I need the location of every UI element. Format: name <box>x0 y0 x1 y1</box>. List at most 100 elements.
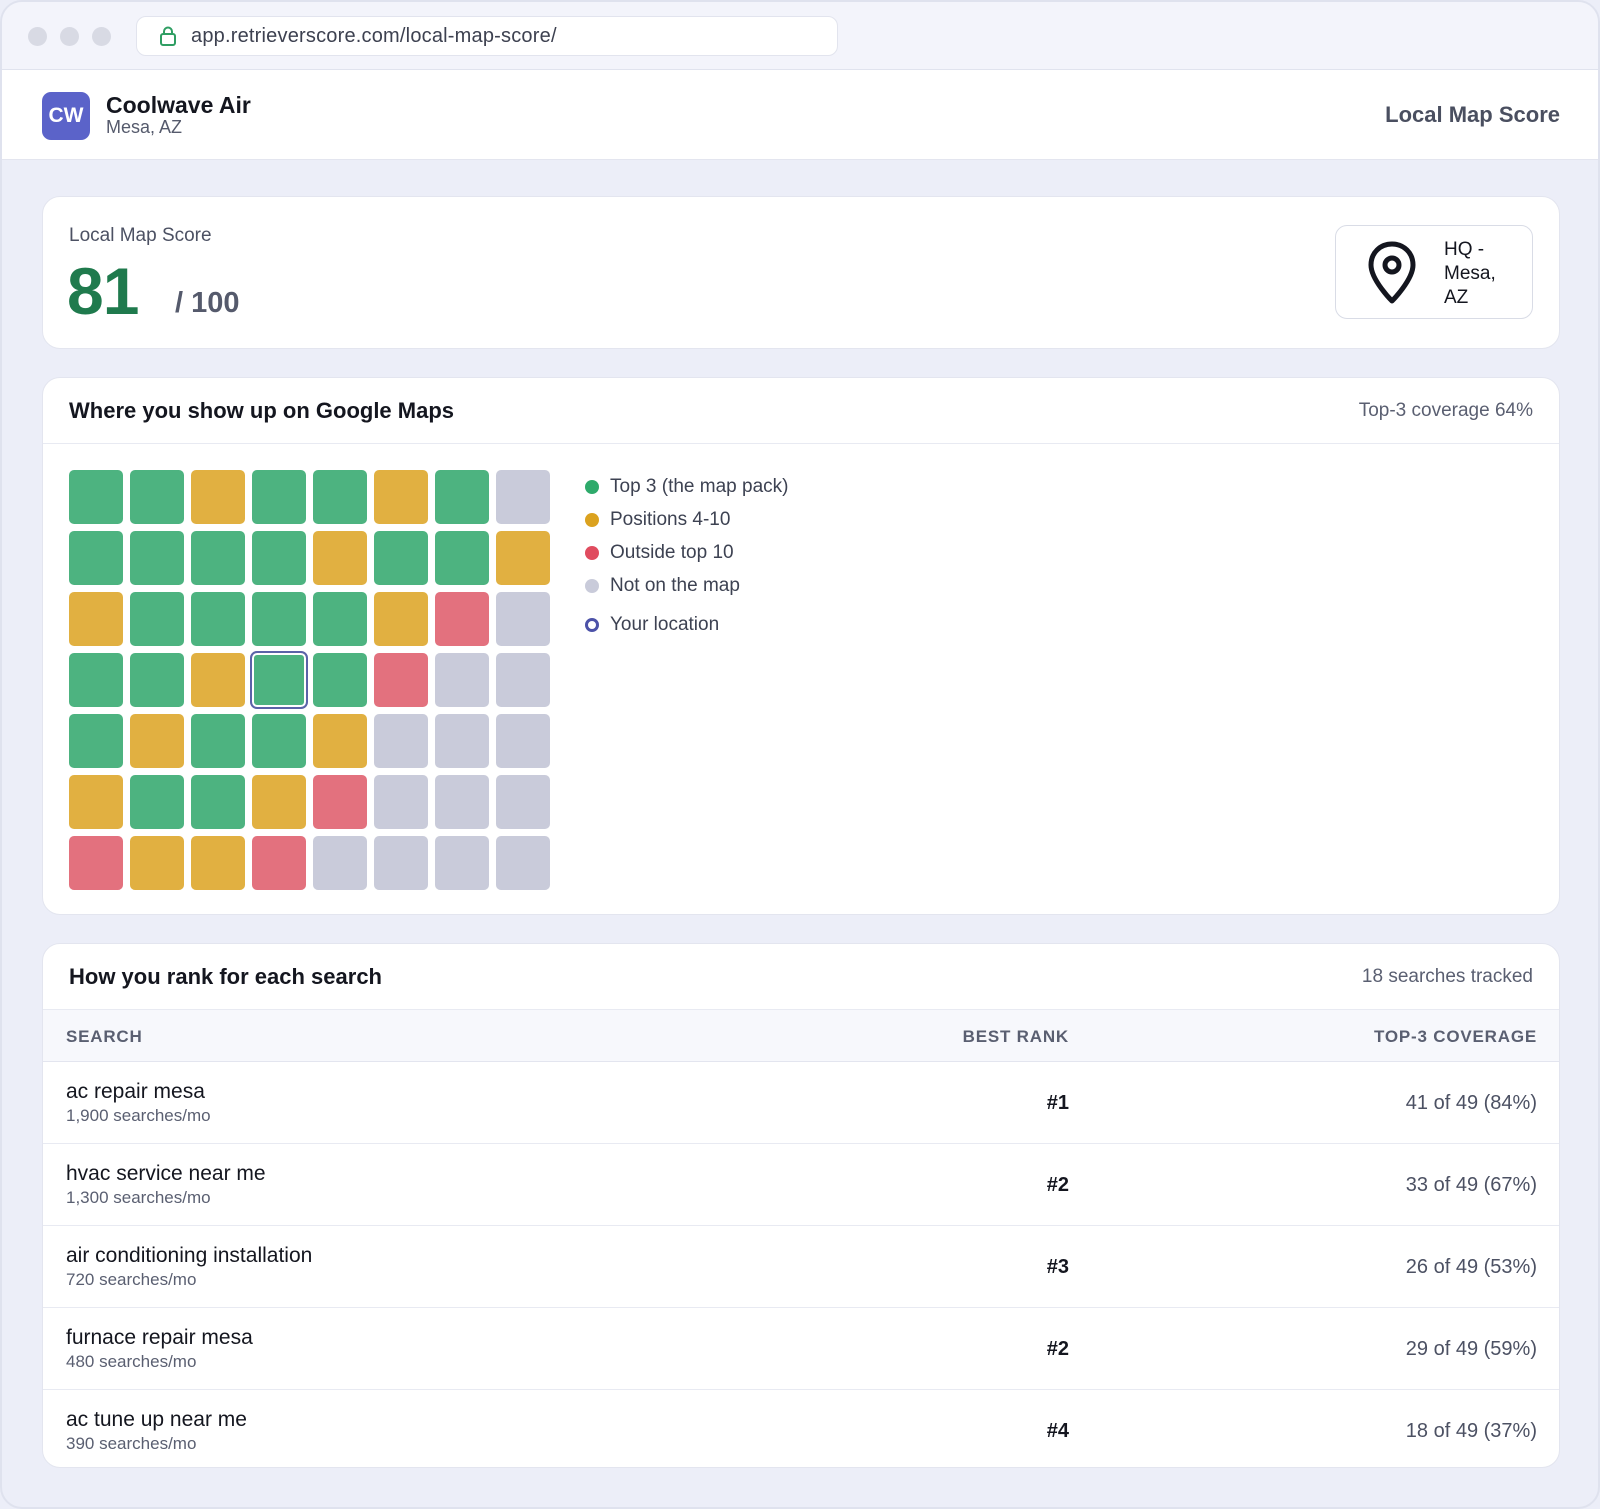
grid-cell-mid[interactable] <box>191 653 245 707</box>
rankings-title: How you rank for each search <box>69 964 382 989</box>
grid-cell-top3[interactable] <box>69 653 123 707</box>
table-row[interactable]: ac tune up near me 390 searches/mo #4 18… <box>43 1390 1559 1467</box>
grid-cell-out[interactable] <box>69 836 123 890</box>
grid-cell-none[interactable] <box>435 836 489 890</box>
legend-mid-label: Positions 4-10 <box>610 508 731 530</box>
grid-cell-top3[interactable] <box>435 531 489 585</box>
grid-cell-none[interactable] <box>374 714 428 768</box>
grid-cell-top3[interactable] <box>252 714 306 768</box>
top3-coverage: 26 of 49 (53%) <box>1405 1256 1537 1278</box>
window-maximize-dot[interactable] <box>92 27 111 46</box>
grid-cell-none[interactable] <box>435 775 489 829</box>
column-search[interactable]: SEARCH <box>66 1027 143 1046</box>
grid-cell-top3[interactable] <box>191 531 245 585</box>
column-best-rank[interactable]: BEST RANK <box>962 1027 1069 1046</box>
grid-cell-mid[interactable] <box>313 531 367 585</box>
grid-cell-top3[interactable] <box>130 470 184 524</box>
grid-cell-top3[interactable] <box>130 531 184 585</box>
table-row[interactable]: air conditioning installation 720 search… <box>43 1226 1559 1308</box>
table-row[interactable]: ac repair mesa 1,900 searches/mo #1 41 o… <box>43 1062 1559 1144</box>
map-legend: Top 3 (the map pack) Positions 4-10 Outs… <box>585 470 788 641</box>
legend-you-label: Your location <box>610 613 720 635</box>
legend-top3-label: Top 3 (the map pack) <box>610 475 789 497</box>
grid-cell-none[interactable] <box>374 775 428 829</box>
grid-cell-out[interactable] <box>435 592 489 646</box>
grid-cell-top3[interactable] <box>313 592 367 646</box>
map-coverage: Top-3 coverage 64% <box>1358 400 1533 421</box>
grid-cell-none[interactable] <box>435 714 489 768</box>
grid-cell-mid[interactable] <box>313 714 367 768</box>
grid-cell-none[interactable] <box>496 653 550 707</box>
location-label: HQ - Mesa, AZ <box>1444 239 1496 308</box>
grid-cell-top3[interactable] <box>191 775 245 829</box>
lock-icon <box>160 26 176 46</box>
search-volume: 720 searches/mo <box>66 1270 197 1289</box>
grid-cell-mid[interactable] <box>252 775 306 829</box>
grid-cell-out[interactable] <box>374 653 428 707</box>
legend-mid: Positions 4-10 <box>585 503 788 536</box>
grid-cell-top3[interactable] <box>435 470 489 524</box>
grid-cell-out[interactable] <box>313 775 367 829</box>
top3-coverage: 33 of 49 (67%) <box>1405 1174 1537 1196</box>
grid-cell-top3[interactable] <box>252 531 306 585</box>
grid-cell-top3[interactable] <box>69 714 123 768</box>
grid-cell-mid[interactable] <box>130 836 184 890</box>
search-query: furnace repair mesa <box>66 1326 253 1349</box>
table-row[interactable]: hvac service near me 1,300 searches/mo #… <box>43 1144 1559 1226</box>
grid-cell-mid[interactable] <box>496 531 550 585</box>
grid-cell-top3[interactable] <box>130 592 184 646</box>
search-query: ac tune up near me <box>66 1408 247 1431</box>
legend-mid-swatch <box>585 512 599 527</box>
grid-cell-top3[interactable] <box>191 592 245 646</box>
grid-cell-mid[interactable] <box>130 714 184 768</box>
grid-cell-mid[interactable] <box>374 592 428 646</box>
score-value: 81 <box>67 254 139 328</box>
grid-cell-mid[interactable] <box>191 836 245 890</box>
rankings-card-header: How you rank for each search 18 searches… <box>43 944 1559 1010</box>
grid-cell-none[interactable] <box>435 653 489 707</box>
address-bar[interactable]: app.retrieverscore.com/local-map-score/ <box>136 16 838 56</box>
grid-cell-your-location[interactable] <box>250 651 308 709</box>
legend-none-swatch <box>585 578 599 593</box>
grid-cell-none[interactable] <box>313 836 367 890</box>
grid-cell-top3[interactable] <box>130 775 184 829</box>
legend-top3: Top 3 (the map pack) <box>585 470 788 503</box>
grid-cell-top3[interactable] <box>313 470 367 524</box>
map-pin-icon <box>1368 241 1416 304</box>
grid-cell-top3[interactable] <box>374 531 428 585</box>
grid-cell-top3[interactable] <box>191 714 245 768</box>
grid-cell-mid[interactable] <box>191 470 245 524</box>
grid-cell-none[interactable] <box>374 836 428 890</box>
grid-cell-none[interactable] <box>496 775 550 829</box>
rankings-table-header: SEARCH BEST RANK TOP-3 COVERAGE <box>43 1010 1559 1062</box>
grid-cell-mid[interactable] <box>69 775 123 829</box>
grid-cell-none[interactable] <box>496 470 550 524</box>
browser-chrome: app.retrieverscore.com/local-map-score/ <box>2 2 1598 70</box>
rank-grid <box>69 470 550 890</box>
legend-none-label: Not on the map <box>610 574 740 596</box>
grid-cell-none[interactable] <box>496 836 550 890</box>
grid-cell-top3[interactable] <box>69 531 123 585</box>
grid-cell-top3[interactable] <box>313 653 367 707</box>
top3-coverage: 29 of 49 (59%) <box>1405 1338 1537 1360</box>
table-row[interactable]: furnace repair mesa 480 searches/mo #2 2… <box>43 1308 1559 1390</box>
grid-cell-top3[interactable] <box>252 470 306 524</box>
location-selector[interactable]: HQ - Mesa, AZ <box>1335 225 1533 319</box>
window-minimize-dot[interactable] <box>60 27 79 46</box>
legend-out: Outside top 10 <box>585 536 788 569</box>
grid-cell-none[interactable] <box>496 592 550 646</box>
legend-none: Not on the map <box>585 569 788 602</box>
top3-coverage: 41 of 49 (84%) <box>1405 1092 1537 1114</box>
grid-cell-top3[interactable] <box>69 470 123 524</box>
grid-cell-top3[interactable] <box>252 592 306 646</box>
window-close-dot[interactable] <box>28 27 47 46</box>
grid-cell-none[interactable] <box>496 714 550 768</box>
grid-cell-top3[interactable] <box>130 653 184 707</box>
app-header: CW Coolwave Air Mesa, AZ Local Map Score <box>2 70 1598 160</box>
rankings-card: How you rank for each search 18 searches… <box>42 943 1560 1468</box>
grid-cell-mid[interactable] <box>374 470 428 524</box>
grid-cell-mid[interactable] <box>69 592 123 646</box>
column-coverage[interactable]: TOP-3 COVERAGE <box>1374 1027 1537 1046</box>
grid-cell-out[interactable] <box>252 836 306 890</box>
